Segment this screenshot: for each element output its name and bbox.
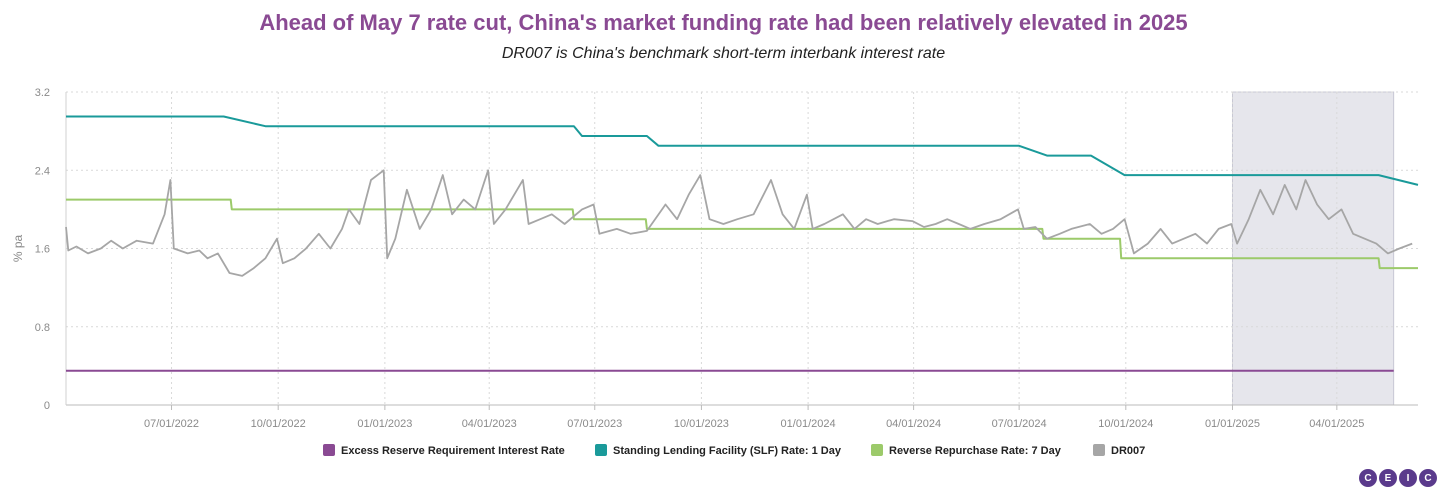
y-axis-label: % pa <box>11 235 25 263</box>
y-tick-label: 0 <box>44 400 50 412</box>
x-tick-label: 01/01/2023 <box>357 418 412 430</box>
legend-label-dr: DR007 <box>1111 445 1145 457</box>
x-tick-label: 07/01/2023 <box>567 418 622 430</box>
y-tick-label: 0.8 <box>35 322 50 334</box>
logo-letter: E <box>1379 469 1397 487</box>
legend-swatch-dr <box>1093 444 1105 456</box>
legend-label-err: Excess Reserve Requirement Interest Rate <box>341 445 565 457</box>
gridlines <box>66 91 1418 406</box>
x-tick-label: 04/01/2023 <box>462 418 517 430</box>
legend-label-slf: Standing Lending Facility (SLF) Rate: 1 … <box>613 445 842 457</box>
legend-swatch-rrp <box>871 444 883 456</box>
legend: Excess Reserve Requirement Interest Rate… <box>323 444 1145 457</box>
legend-label-rrp: Reverse Repurchase Rate: 7 Day <box>889 445 1062 457</box>
x-tick-label: 04/01/2024 <box>886 418 941 430</box>
y-tick-label: 3.2 <box>35 87 50 99</box>
series-line-dr <box>65 169 1413 277</box>
x-tick-label: 07/01/2022 <box>144 418 199 430</box>
x-tick-label: 10/01/2022 <box>251 418 306 430</box>
series-line-rrp <box>66 198 1418 270</box>
ceic-logo: C E I C <box>1359 469 1437 487</box>
x-tick-label: 07/01/2024 <box>992 418 1047 430</box>
legend-swatch-slf <box>595 444 607 456</box>
x-tick-label: 10/01/2024 <box>1098 418 1153 430</box>
x-tick-label: 01/01/2025 <box>1205 418 1260 430</box>
series-line-slf <box>66 115 1419 186</box>
logo-letter: I <box>1399 469 1417 487</box>
x-tick-label: 10/01/2023 <box>674 418 729 430</box>
x-tick-label: 01/01/2024 <box>781 418 836 430</box>
logo-letter: C <box>1419 469 1437 487</box>
series-lines <box>65 115 1419 372</box>
y-tick-label: 1.6 <box>35 244 50 256</box>
chart-title: Ahead of May 7 rate cut, China's market … <box>259 10 1188 35</box>
y-tick-label: 2.4 <box>35 165 50 177</box>
chart-subtitle: DR007 is China's benchmark short-term in… <box>501 45 946 62</box>
axes: 0 0.8 1.6 2.4 3.2 07/01/2022 10/01/2022 01/01/2… <box>11 87 1418 430</box>
logo-letter: C <box>1359 469 1377 487</box>
x-tick-label: 04/01/2025 <box>1309 418 1364 430</box>
legend-swatch-err <box>323 444 335 456</box>
